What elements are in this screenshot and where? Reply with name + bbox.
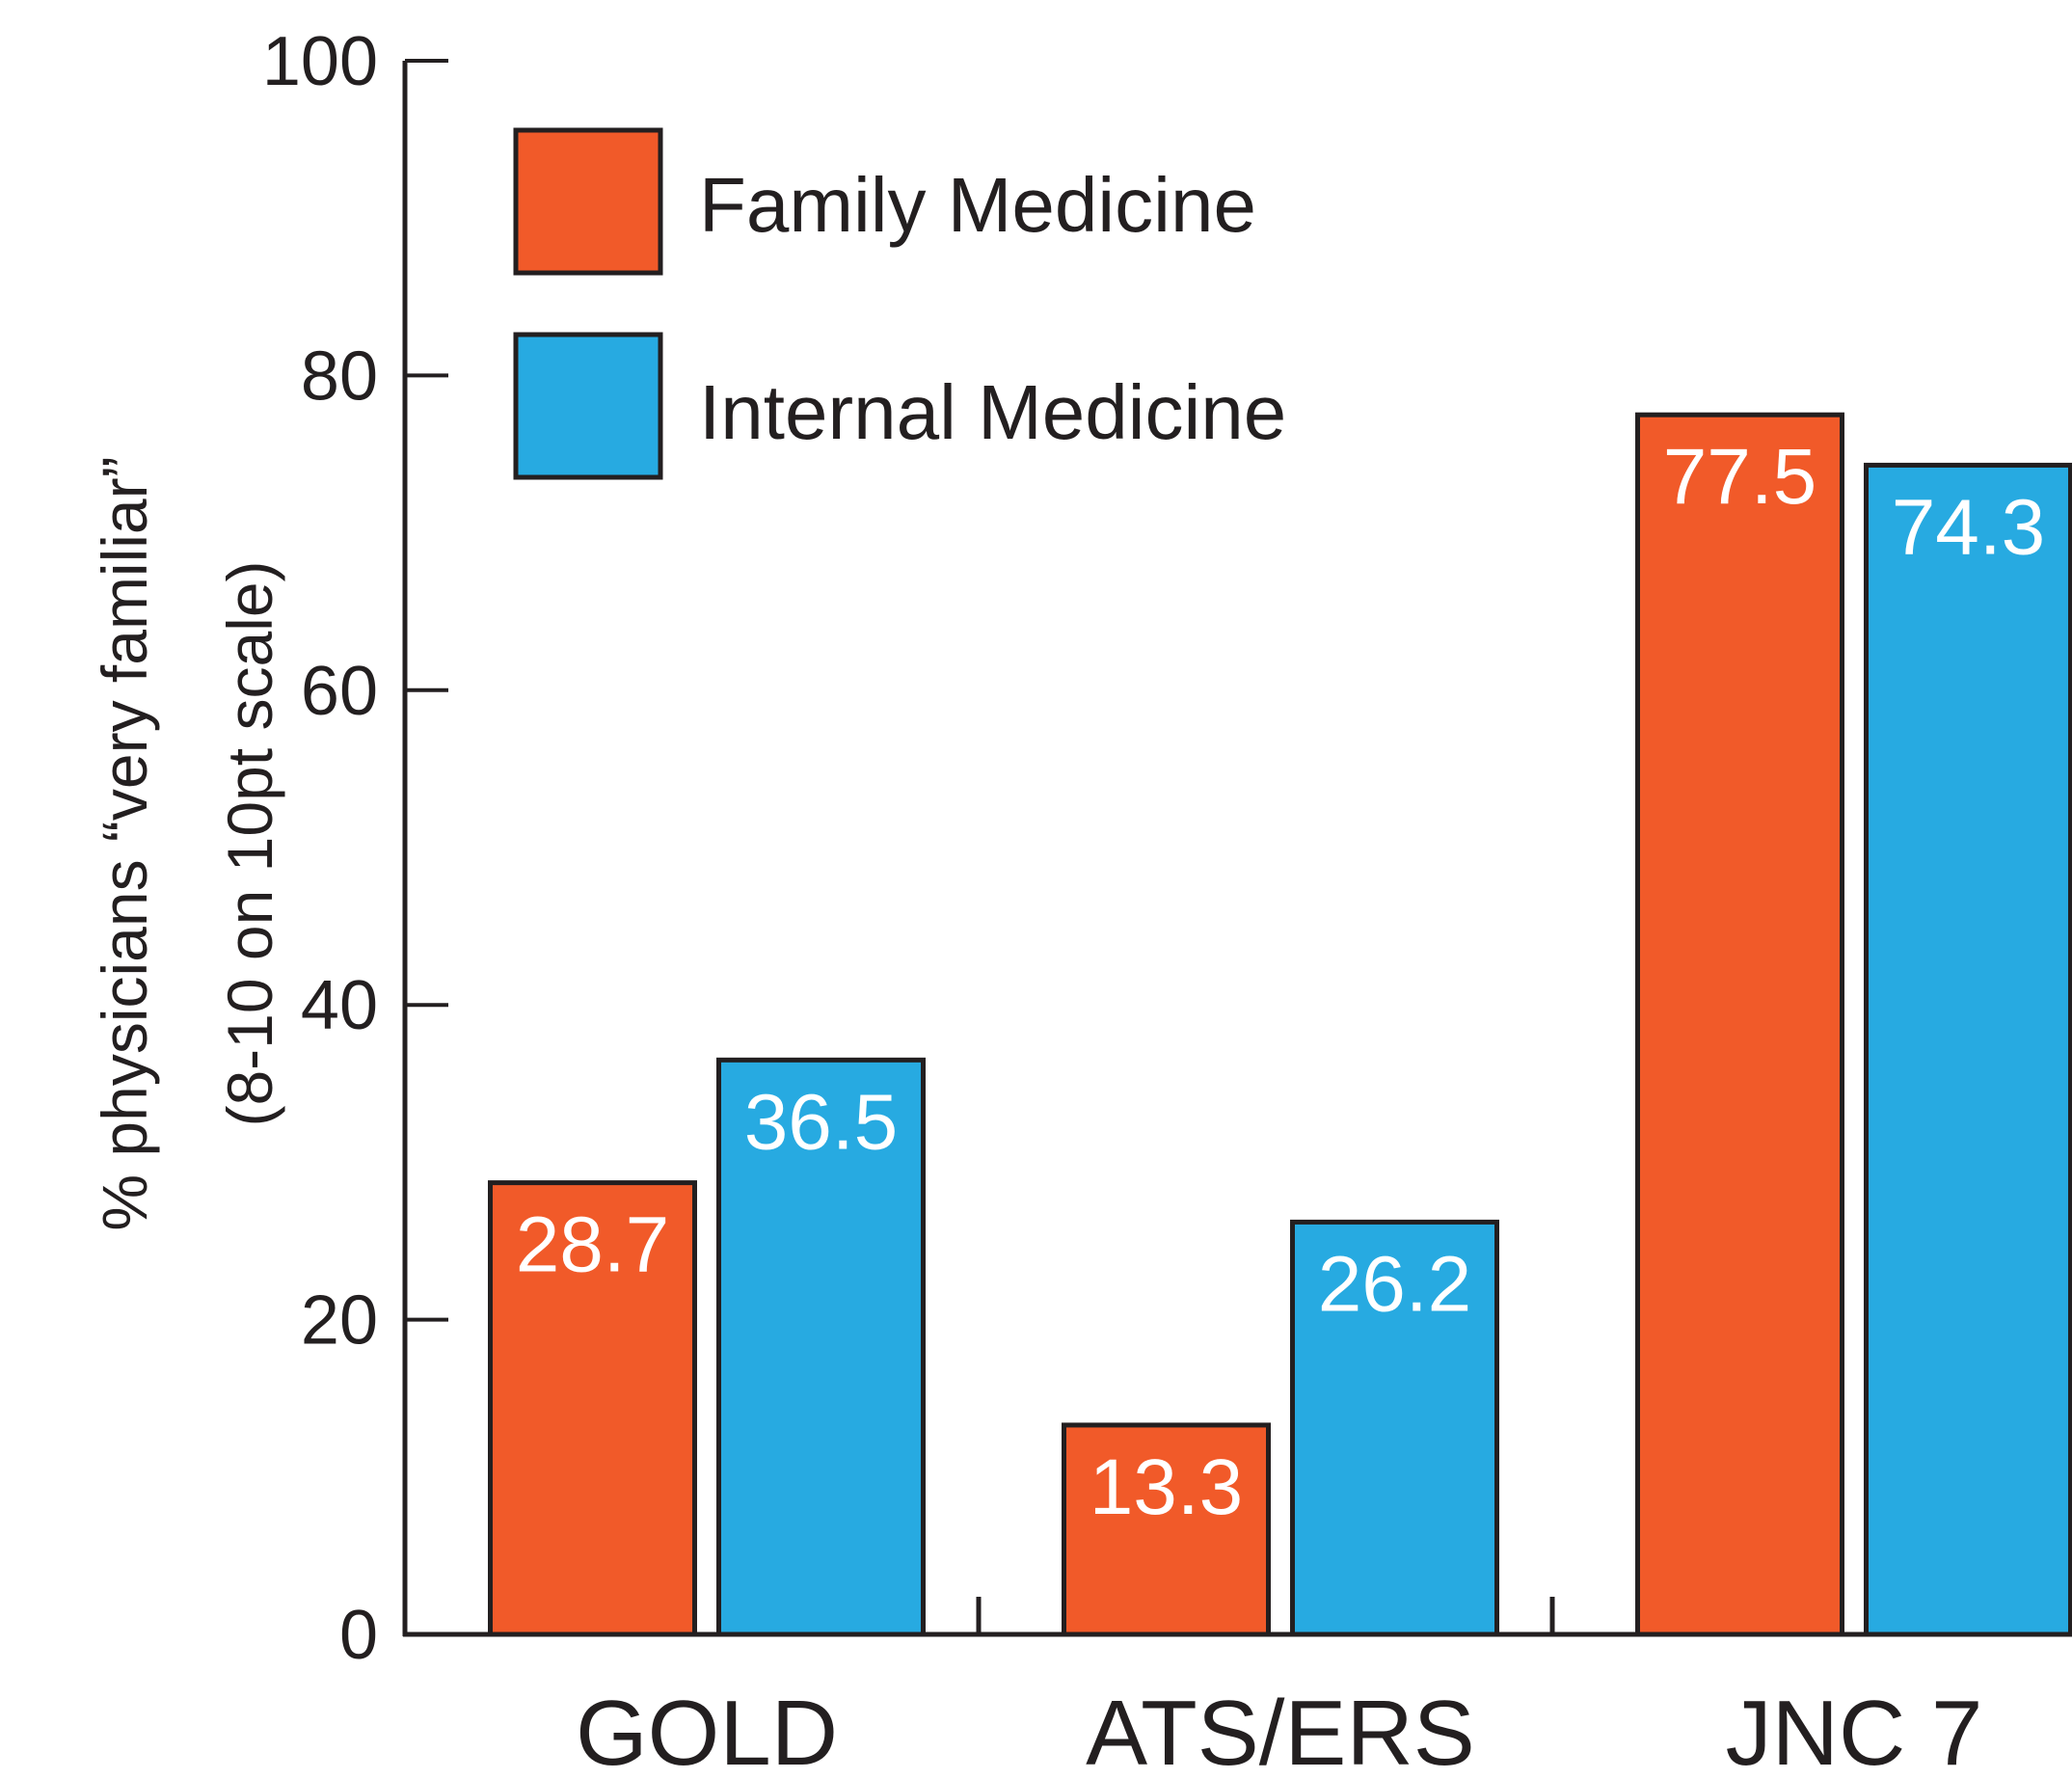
x-category-label: JNC 7	[1726, 1682, 1983, 1779]
axes	[402, 61, 2072, 1637]
legend: Family Medicine Internal Medicine	[513, 127, 1286, 480]
data-label: 74.3	[1892, 483, 2046, 571]
legend-swatch-family-medicine	[513, 127, 663, 276]
data-label: 13.3	[1090, 1443, 1244, 1531]
data-label: 28.7	[516, 1201, 670, 1289]
y-tick-label: 80	[301, 337, 378, 415]
x-axis-categories: GOLD ATS/ERS JNC 7	[576, 1682, 1982, 1779]
legend-label-family-medicine: Family Medicine	[699, 162, 1256, 248]
data-labels: 28.7 13.3 77.5 36.5 26.2 74.3	[516, 433, 2046, 1531]
y-tick-label: 60	[301, 653, 378, 730]
y-tick-label: 0	[339, 1597, 378, 1674]
bar-internal-medicine	[1864, 462, 2072, 1637]
bar-family-medicine	[1635, 412, 1844, 1637]
y-tick-label: 40	[301, 967, 378, 1044]
bar-family-medicine	[1062, 1422, 1271, 1637]
y-tick-label: 20	[301, 1282, 378, 1360]
data-label: 26.2	[1318, 1240, 1472, 1328]
y-axis-title: % physicians “very familiar” (8-10 on 10…	[89, 456, 285, 1230]
legend-swatch-internal-medicine	[513, 332, 663, 480]
y-axis-title-line-1: % physicians “very familiar”	[89, 456, 160, 1230]
x-category-label: GOLD	[576, 1682, 838, 1779]
y-axis-ticks: 0 20 40 60 80 100	[262, 23, 448, 1674]
y-axis-title-line-2: (8-10 on 10pt scale)	[214, 560, 285, 1126]
data-label: 77.5	[1663, 433, 1817, 521]
legend-label-internal-medicine: Internal Medicine	[699, 369, 1286, 455]
x-category-label: ATS/ERS	[1086, 1682, 1475, 1779]
y-tick-label: 100	[262, 23, 378, 100]
bars	[488, 412, 2072, 1637]
data-label: 36.5	[744, 1078, 899, 1166]
bar-internal-medicine	[1290, 1219, 1499, 1637]
bar-internal-medicine	[716, 1057, 926, 1637]
